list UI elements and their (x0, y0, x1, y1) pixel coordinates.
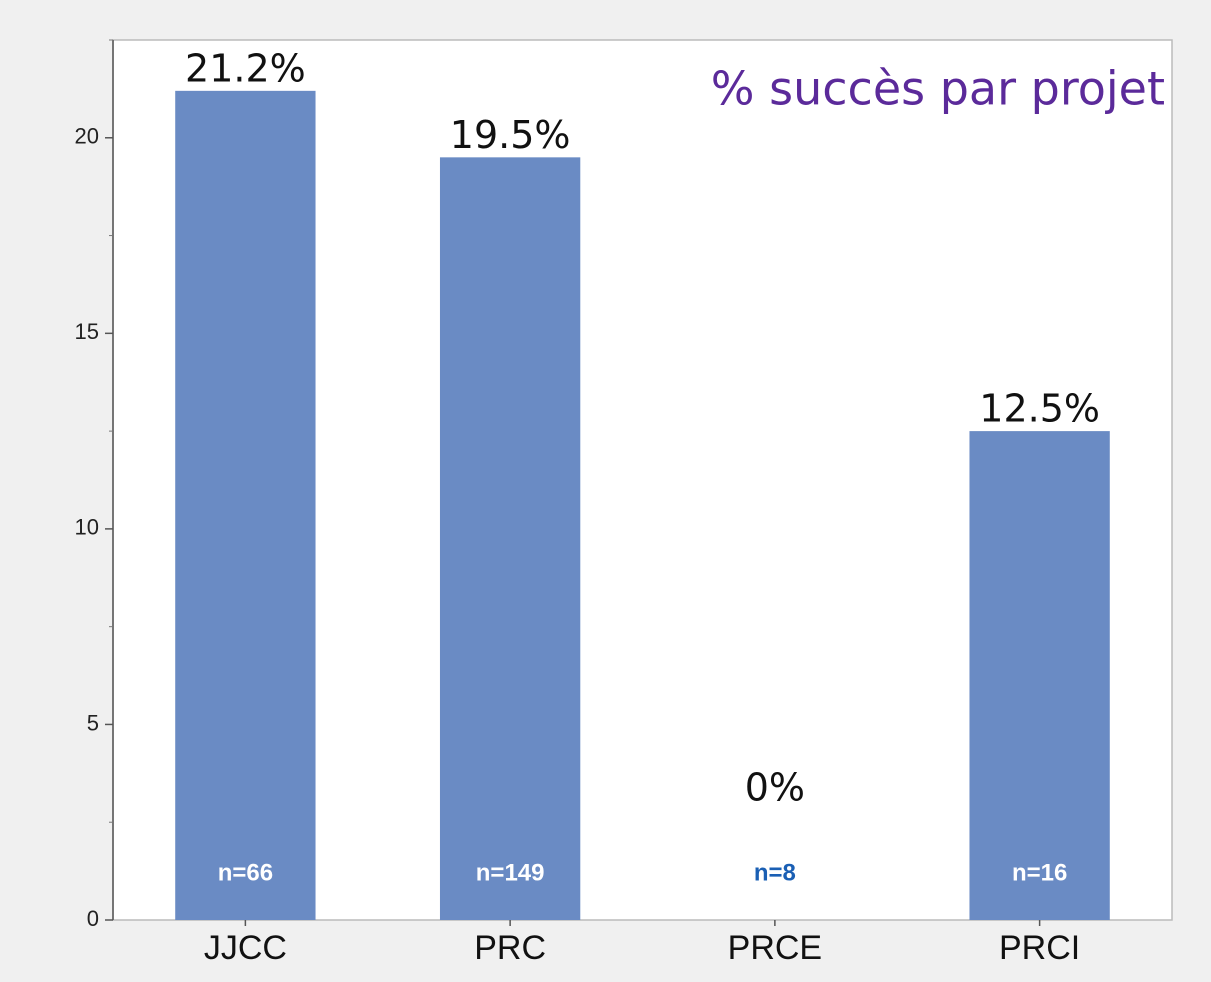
y-tick-label: 10 (75, 515, 99, 540)
x-tick-label: PRCI (999, 929, 1080, 967)
value-label: 12.5% (979, 387, 1100, 431)
y-tick-label: 0 (87, 906, 99, 931)
value-label: 21.2% (185, 46, 306, 90)
sample-size-label: n=16 (1012, 859, 1067, 886)
bar (439, 157, 581, 921)
sample-size-label: n=66 (218, 859, 273, 886)
sample-size-label: n=149 (476, 859, 545, 886)
y-tick-label: 5 (87, 710, 99, 735)
x-tick-label: PRCE (728, 929, 822, 967)
y-tick-label: 15 (75, 319, 99, 344)
x-tick-label: JJCC (204, 929, 287, 967)
y-tick-label: 20 (75, 124, 99, 149)
bar (175, 90, 316, 921)
value-label: 19.5% (450, 113, 571, 157)
chart-title: % succès par projet (711, 62, 1165, 116)
value-label: 0% (745, 766, 805, 810)
sample-size-label: n=8 (754, 859, 796, 886)
bar (969, 431, 1110, 920)
x-tick-label: PRC (474, 929, 546, 967)
